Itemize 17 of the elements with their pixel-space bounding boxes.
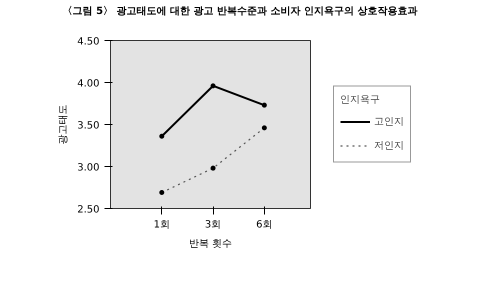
legend-label: 저인지: [374, 140, 404, 152]
legend-label: 고인지: [374, 116, 404, 128]
x-tick-label: 3회: [204, 220, 222, 230]
y-axis-title: 광고태도: [58, 104, 70, 144]
x-tick-label: 6회: [256, 220, 273, 230]
x-axis-title: 반복 횟수: [188, 238, 232, 250]
y-tick-label: 3.00: [77, 162, 100, 174]
point: [210, 83, 216, 88]
x-tick-label: 1회: [154, 220, 170, 230]
legend-title: 인지욕구: [340, 94, 381, 106]
point: [262, 102, 267, 108]
y-tick-label: 4.50: [77, 36, 100, 48]
chart-title: 〈그림 5〉 광고태도에 대한 광고 반복수준과 소비자 인지욕구의 상호작용효과: [62, 5, 418, 19]
y-tick-label: 3.50: [77, 120, 100, 132]
y-tick-label: 4.00: [77, 78, 100, 90]
y-tick-label: 2.50: [77, 204, 100, 216]
point: [159, 134, 164, 139]
